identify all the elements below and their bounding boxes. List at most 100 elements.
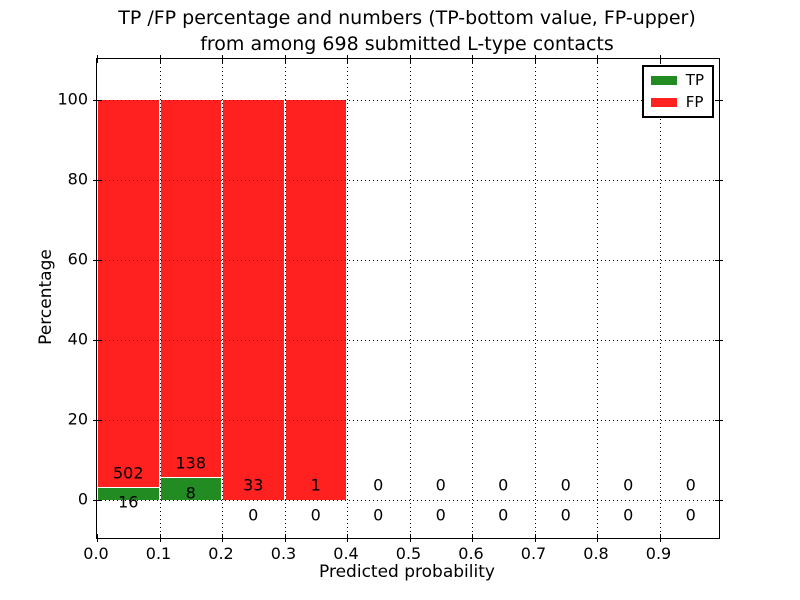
chart-title-line-2: from among 698 submitted L-type contacts [200,33,614,55]
chart-title: TP /FP percentage and numbers (TP-bottom… [96,5,718,57]
fp-legend-label: FP [685,93,704,111]
x-tick-mark [597,55,598,63]
vertical-gridline [409,59,411,538]
x-tick-mark [97,534,98,542]
x-tick-label: 0.1 [145,544,172,563]
fp-bar-segment [223,100,284,500]
fp-count-label: 0 [560,475,571,495]
tp-legend-label: TP [685,71,704,89]
fp-bar-segment [285,100,346,500]
x-tick-mark [659,55,661,63]
y-tick-mark [93,500,101,501]
fp-count-label: 0 [498,475,509,495]
horizontal-gridline [97,100,719,101]
tp-count-label: 0 [685,505,696,525]
horizontal-gridline [97,500,719,501]
y-tick-label: 100 [57,89,88,109]
tp-count-label: 0 [373,505,384,525]
x-tick-mark [97,55,98,63]
x-tick-mark [222,55,223,63]
tp-count-label: 0 [435,505,446,525]
x-tick-mark [222,534,223,542]
x-tick-label: 0.5 [395,544,422,563]
y-tick-mark [93,260,101,261]
x-tick-mark [659,534,661,542]
y-tick-label: 0 [77,489,88,509]
y-tick-mark [715,260,723,261]
horizontal-gridline [97,420,719,421]
vertical-gridline [222,59,223,538]
y-tick-mark [715,500,723,501]
tp-count-label: 8 [185,483,196,503]
y-tick-mark [715,420,723,421]
tp-count-label: 0 [560,505,571,525]
fp-count-label: 1 [310,475,321,495]
fp-legend-swatch [650,98,677,107]
y-tick-mark [715,180,723,181]
x-tick-mark [597,534,598,542]
fp-count-label: 502 [112,463,144,483]
tp-count-label: 0 [623,505,634,525]
vertical-gridline [159,59,161,538]
y-tick-mark [93,180,101,181]
fp-count-label: 0 [685,475,696,495]
tp-legend-swatch [650,76,677,85]
y-tick-label: 40 [67,329,88,349]
y-tick-mark [715,100,723,101]
x-tick-label: 0.0 [83,544,109,563]
y-tick-label: 60 [67,249,88,269]
x-tick-mark [347,55,348,63]
legend-item-fp: FP [650,93,704,111]
y-tick-mark [93,340,101,341]
plot-area: TP FP 502 16 138 8 33 0 1 0 0 0 0 0 0 0 0 0 0 0 0 0 [93,55,723,542]
x-tick-mark [159,534,161,542]
vertical-gridline [659,59,661,538]
y-tick-label: 80 [67,169,88,189]
x-tick-label: 0.4 [333,544,359,563]
vertical-gridline [534,59,536,538]
tp-bar-segment [160,478,221,500]
x-tick-label: 0.6 [458,544,484,563]
y-tick-mark [715,340,723,341]
legend-item-tp: TP [650,71,704,89]
fp-count-label: 0 [435,475,446,495]
x-tick-mark [284,55,286,63]
x-tick-label: 0.7 [520,544,547,563]
y-tick-label: 20 [67,409,88,429]
x-tick-label: 0.8 [583,544,609,563]
x-tick-mark [534,55,536,63]
x-tick-label: 0.2 [208,544,234,563]
x-tick-mark [534,534,536,542]
x-tick-mark [409,534,411,542]
x-tick-mark [347,534,348,542]
horizontal-gridline [97,340,719,341]
x-tick-label: 0.3 [270,544,297,563]
fp-bar-segment [160,100,221,478]
x-tick-mark [159,55,161,63]
horizontal-gridline [97,180,719,181]
x-tick-mark [472,534,473,542]
y-tick-mark [93,100,101,101]
vertical-gridline [347,59,348,538]
horizontal-gridline [97,260,719,261]
x-tick-mark [472,55,473,63]
x-axis-label: Predicted probability [319,562,495,582]
fp-bar-segment [98,100,159,487]
y-tick-mark [93,420,101,421]
fp-count-label: 0 [373,475,384,495]
fp-count-label: 33 [243,475,264,495]
x-tick-mark [409,55,411,63]
vertical-gridline [284,59,286,538]
tp-count-label: 0 [248,505,259,525]
legend: TP FP [641,65,714,118]
tp-count-label: 0 [310,505,321,525]
vertical-gridline [472,59,473,538]
fp-count-label: 138 [175,453,207,473]
x-tick-label: 0.9 [645,544,672,563]
tp-count-label: 0 [498,505,509,525]
tp-count-label: 16 [118,492,139,512]
fp-count-label: 0 [623,475,634,495]
x-tick-mark [284,534,286,542]
vertical-gridline [597,59,598,538]
